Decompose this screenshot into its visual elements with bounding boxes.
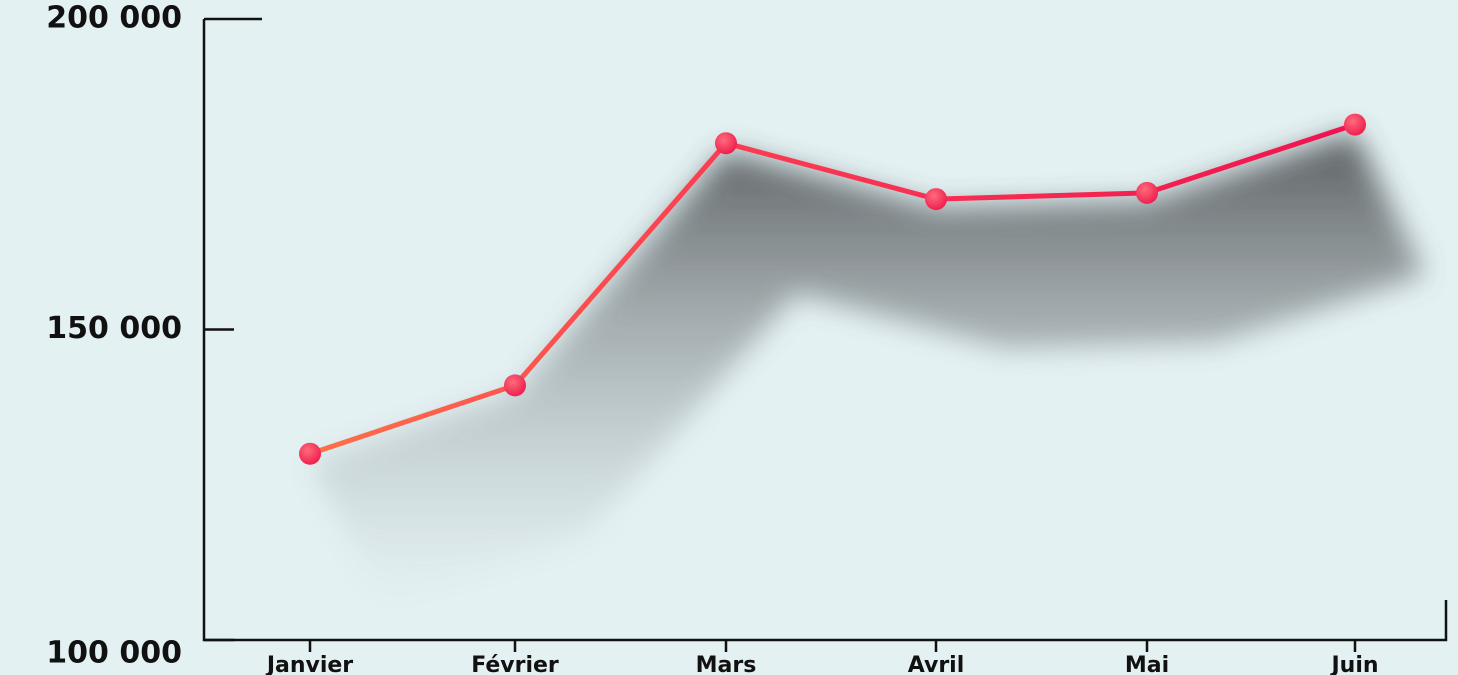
point [925, 188, 947, 211]
point [299, 442, 321, 465]
line-shadow [310, 132, 1425, 604]
line [309, 122, 1356, 457]
x-tick-label: Janvier [265, 653, 353, 675]
x-tick-label: Juin [1329, 653, 1378, 675]
point [715, 132, 737, 155]
x-tick-label: Mai [1125, 653, 1169, 675]
point [1344, 113, 1366, 136]
point [1136, 181, 1158, 204]
x-tick-label: Février [471, 653, 559, 675]
x-tick-label: Mars [696, 653, 757, 675]
y-tick-label: 200 000 [46, 1, 182, 36]
point [504, 374, 526, 397]
y-tick-label: 100 000 [46, 636, 182, 671]
y-tick-label: 150 000 [46, 311, 182, 346]
x-tick-label: Avril [908, 653, 965, 675]
